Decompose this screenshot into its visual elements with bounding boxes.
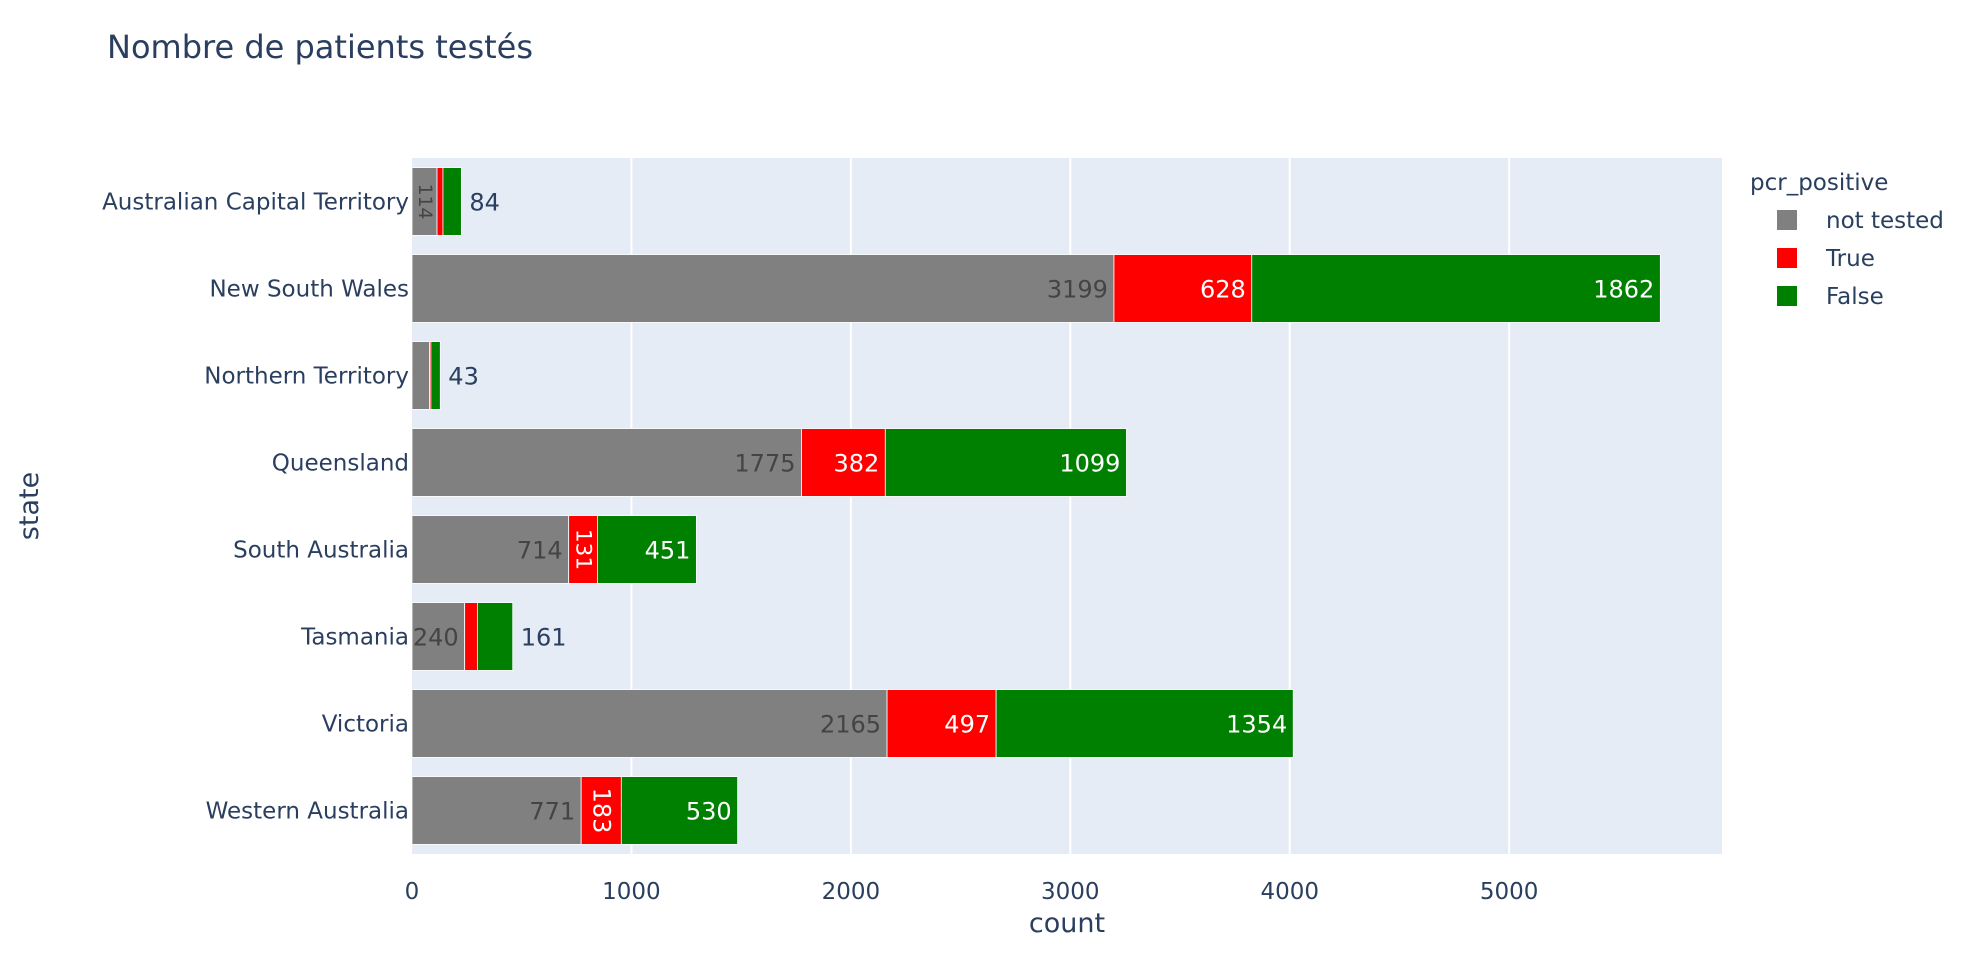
bar <box>580 776 622 845</box>
y-tick-label: Queensland <box>272 451 409 477</box>
bar <box>568 515 598 584</box>
x-tick-labels: 0 1000 2000 3000 4000 5000 <box>405 879 1539 905</box>
data-label: 451 <box>645 537 691 565</box>
series-not-tested: 114 3199 1775 714 240 2165 771 <box>411 167 1115 845</box>
data-label: 382 <box>833 450 879 478</box>
x-axis-title: count <box>1029 908 1105 939</box>
y-tick-label: Victoria <box>322 712 409 738</box>
data-label: 84 <box>469 189 500 217</box>
legend-swatch <box>1777 248 1797 268</box>
bar <box>430 341 441 410</box>
data-label: 530 <box>686 798 732 826</box>
bar <box>411 341 430 410</box>
data-label: 131 <box>571 529 596 570</box>
bar <box>411 602 466 671</box>
bar <box>411 428 802 497</box>
bar <box>884 428 1127 497</box>
legend-item-label: False <box>1826 284 1884 310</box>
data-label: 240 <box>413 624 459 652</box>
data-label: 497 <box>944 711 990 739</box>
series-false: 84 1862 43 1099 451 161 1354 530 <box>430 167 1661 845</box>
series-true: 628 382 131 497 183 <box>429 167 1253 845</box>
y-axis-title: state <box>14 472 45 540</box>
y-tick-label: Australian Capital Territory <box>102 190 409 216</box>
x-tick-label: 3000 <box>1041 879 1100 905</box>
bar <box>411 689 888 758</box>
data-label: 43 <box>448 363 479 391</box>
y-tick-label: Tasmania <box>300 625 409 651</box>
legend-swatch <box>1777 210 1797 230</box>
bar <box>1251 254 1661 323</box>
legend-item-label: True <box>1825 246 1875 272</box>
data-label: 1862 <box>1593 276 1654 304</box>
data-label: 2165 <box>820 711 881 739</box>
x-tick-label: 5000 <box>1480 879 1539 905</box>
bar <box>1113 254 1253 323</box>
y-tick-label: New South Wales <box>209 277 409 303</box>
bar <box>411 515 570 584</box>
bar <box>476 602 514 671</box>
bar <box>886 689 997 758</box>
data-label: 1775 <box>734 450 795 478</box>
bar <box>436 167 444 236</box>
legend-swatch <box>1777 286 1797 306</box>
y-tick-label: South Australia <box>233 538 409 564</box>
x-tick-label: 1000 <box>602 879 661 905</box>
data-label: 628 <box>1200 276 1246 304</box>
bar <box>411 254 1115 323</box>
data-label: 771 <box>529 798 575 826</box>
x-tick-label: 2000 <box>822 879 881 905</box>
data-label: 114 <box>414 184 435 220</box>
bars: 1143199177571424021657716283821314971838… <box>411 167 1661 845</box>
bar <box>620 776 739 845</box>
bar <box>464 602 478 671</box>
legend: pcr_positive not tested True False <box>1750 170 1944 310</box>
data-label: 714 <box>517 537 563 565</box>
x-tick-label: 4000 <box>1260 879 1319 905</box>
data-label: 1099 <box>1059 450 1120 478</box>
bar <box>995 689 1294 758</box>
bar <box>801 428 886 497</box>
data-label: 183 <box>587 788 615 834</box>
bar <box>411 167 438 236</box>
bar <box>597 515 697 584</box>
y-tick-labels: Australian Capital Territory New South Wa… <box>102 190 409 825</box>
data-label: 161 <box>521 624 567 652</box>
legend-item-label: not tested <box>1826 208 1944 234</box>
data-label: 1354 <box>1226 711 1287 739</box>
legend-title: pcr_positive <box>1750 170 1888 196</box>
bar <box>442 167 462 236</box>
x-tick-label: 0 <box>405 879 420 905</box>
y-tick-label: Northern Territory <box>204 364 409 390</box>
chart-title: Nombre de patients testés <box>107 28 533 66</box>
bar <box>411 776 582 845</box>
data-label: 3199 <box>1047 276 1108 304</box>
y-tick-label: Western Australia <box>206 799 409 825</box>
